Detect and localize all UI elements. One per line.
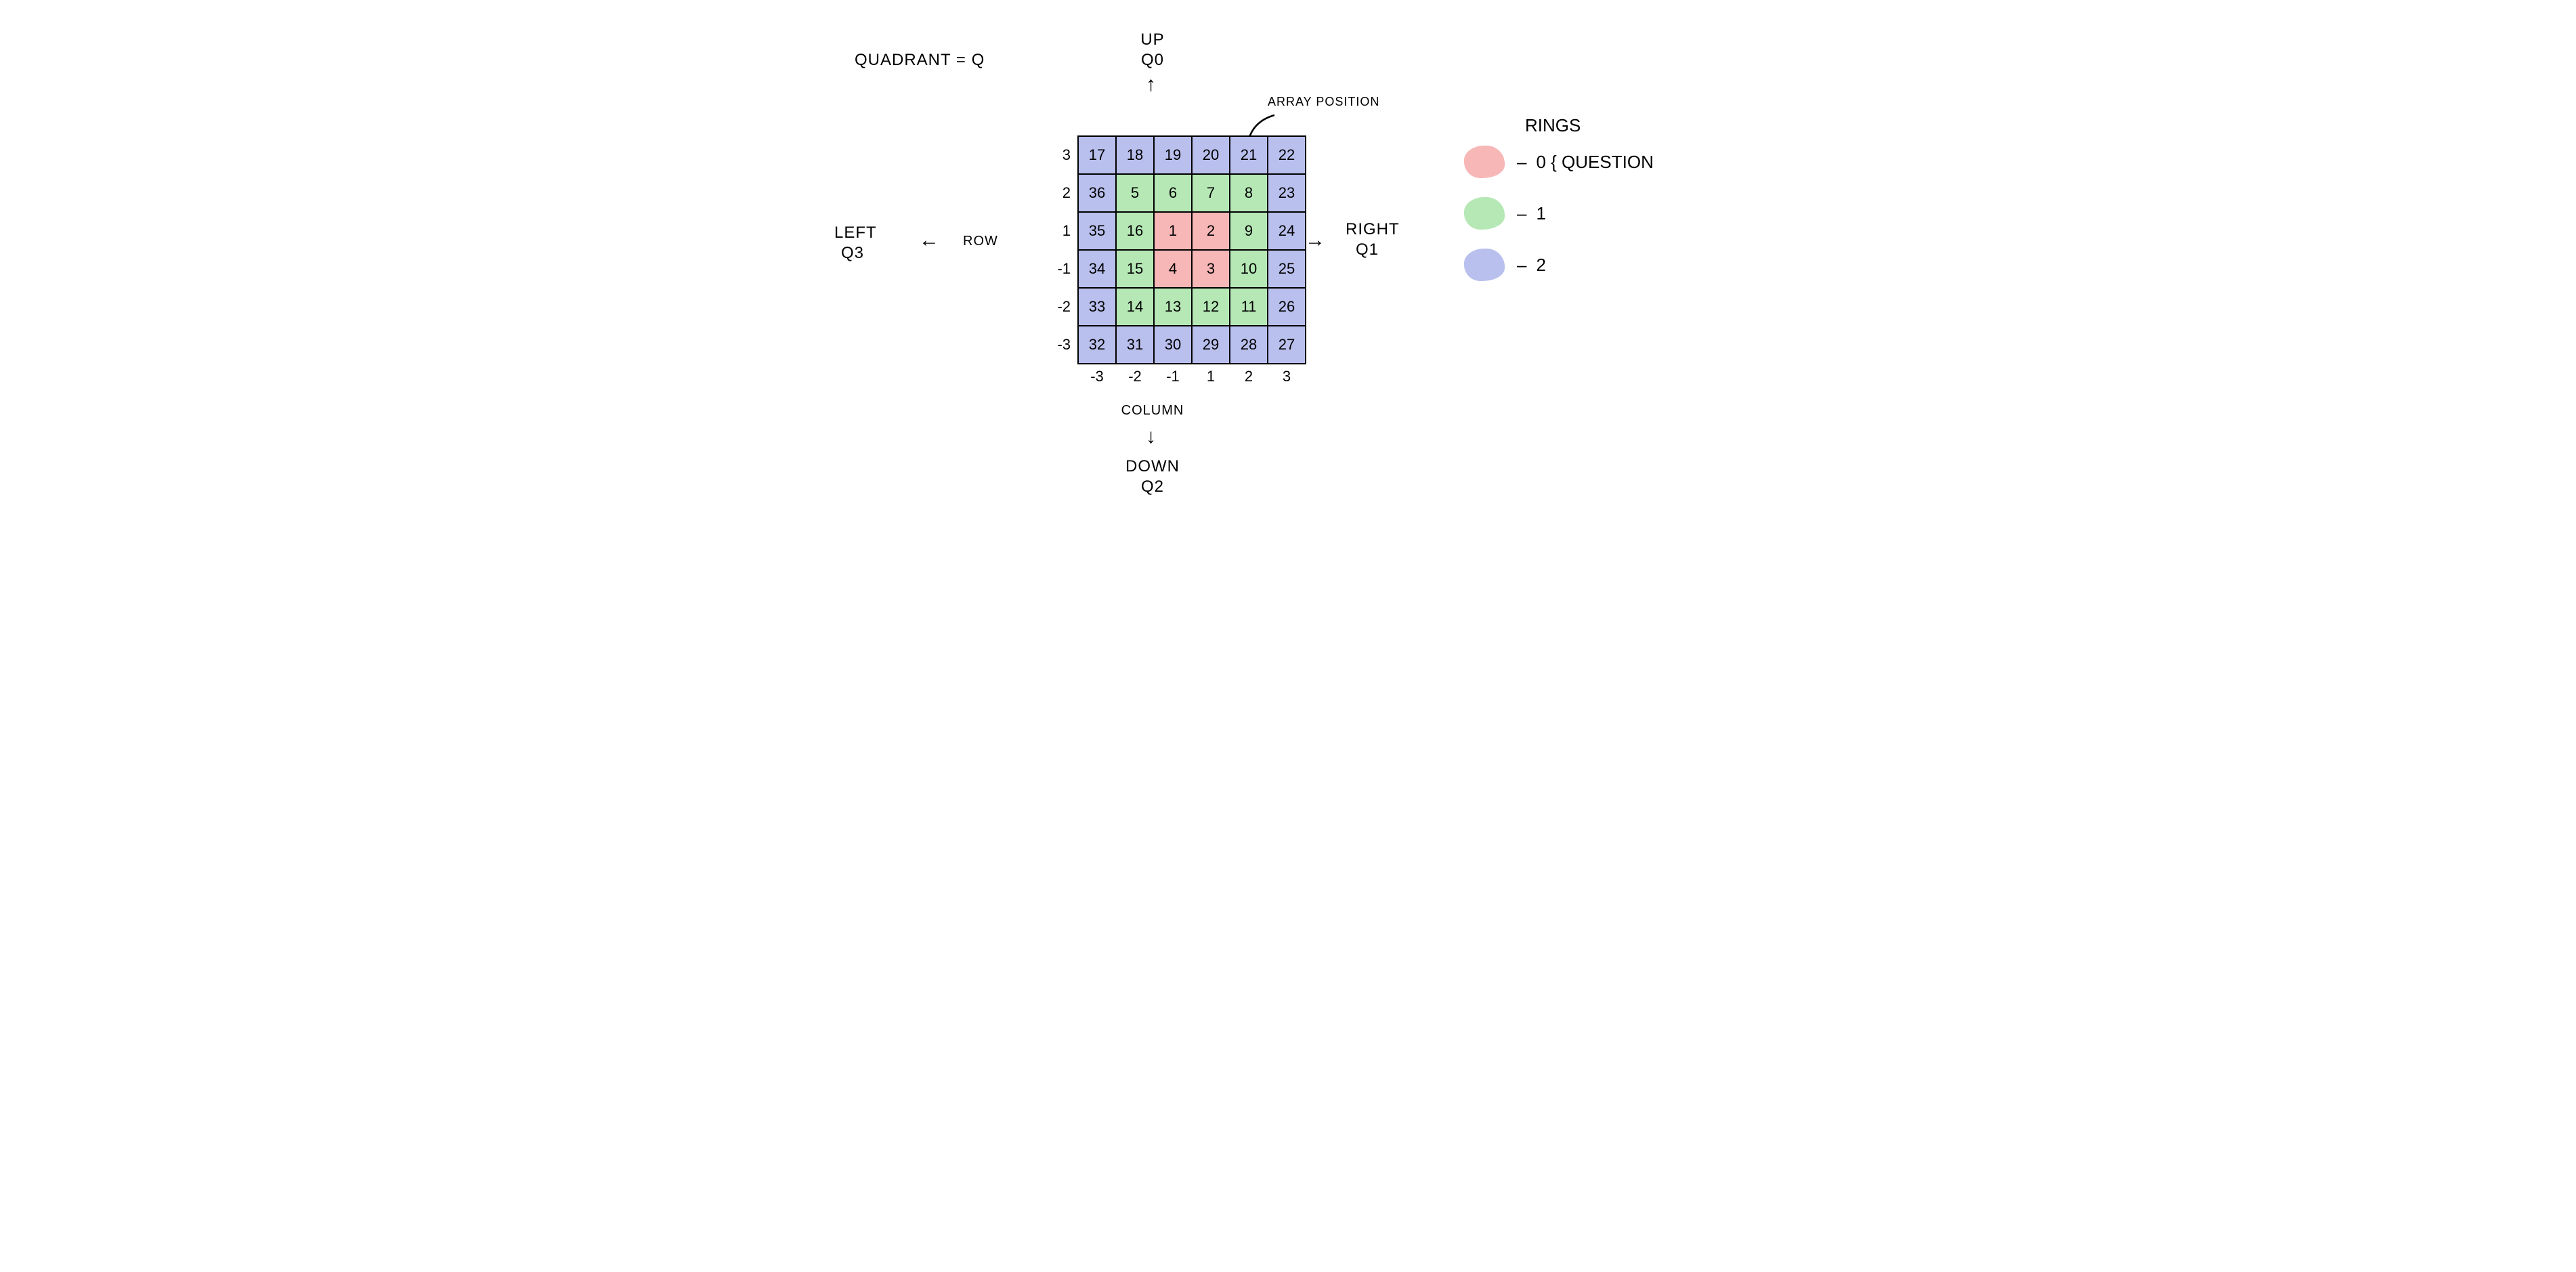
legend-dash: – (1517, 152, 1526, 173)
grid-cell: 28 (1230, 326, 1268, 364)
grid-cell: 35 (1078, 212, 1116, 250)
grid-cell: 20 (1192, 136, 1230, 174)
up-label: UP (1125, 30, 1180, 49)
grid-cell: 2 (1192, 212, 1230, 250)
grid-cell: 21 (1230, 136, 1268, 174)
legend-row: –1 (1464, 197, 1654, 230)
grid-cell: 15 (1116, 250, 1154, 288)
grid-cell: 10 (1230, 250, 1268, 288)
grid-cell: 36 (1078, 174, 1116, 212)
grid-cell: 23 (1268, 174, 1306, 212)
row-label: 2 (1037, 174, 1078, 212)
grid-cell: 16 (1116, 212, 1154, 250)
quadrant-equals-label: QUADRANT = Q (855, 51, 985, 70)
col-label: 1 (1192, 364, 1230, 389)
col-label: -2 (1116, 364, 1154, 389)
grid-cell: 5 (1116, 174, 1154, 212)
grid-cell: 32 (1078, 326, 1116, 364)
array-position-label: ARRAY POSITION (1268, 95, 1379, 109)
row-label: 3 (1037, 136, 1078, 174)
q1-label: Q1 (1356, 240, 1379, 259)
col-label: 2 (1230, 364, 1268, 389)
grid-cell: 9 (1230, 212, 1268, 250)
spiral-grid: 31718192021222365678231351612924-1341543… (1037, 135, 1306, 389)
q3-label: Q3 (841, 244, 864, 263)
legend-swatch-icon (1464, 146, 1505, 178)
grid-cell: 31 (1116, 326, 1154, 364)
legend-dash: – (1517, 203, 1526, 224)
grid-cell: 33 (1078, 288, 1116, 326)
arrow-down-icon: ↓ (1146, 427, 1156, 447)
grid-cell: 34 (1078, 250, 1116, 288)
grid-cell: 17 (1078, 136, 1116, 174)
grid-cell: 12 (1192, 288, 1230, 326)
grid-cell: 25 (1268, 250, 1306, 288)
legend-row: –0 { QUESTION (1464, 146, 1654, 178)
q2-label: Q2 (1119, 478, 1186, 496)
col-label: 3 (1268, 364, 1306, 389)
arrow-right-icon: → (1305, 230, 1325, 251)
left-label: LEFT (834, 224, 877, 242)
legend-text: 1 (1536, 203, 1545, 224)
row-label: -2 (1037, 288, 1078, 326)
grid-cell: 13 (1154, 288, 1192, 326)
arrow-left-icon: ← (919, 230, 939, 251)
grid-cell: 22 (1268, 136, 1306, 174)
grid-cell: 6 (1154, 174, 1192, 212)
grid-cell: 4 (1154, 250, 1192, 288)
legend-row: –2 (1464, 249, 1654, 281)
right-label: RIGHT (1346, 220, 1400, 239)
legend-swatch-icon (1464, 197, 1505, 230)
rings-legend: RINGS –0 { QUESTION–1–2 (1464, 115, 1654, 300)
diagram-canvas: QUADRANT = Q UP Q0 ↑ ARRAY POSITION LEFT… (780, 27, 1796, 542)
grid-cell: 30 (1154, 326, 1192, 364)
legend-text: 0 { QUESTION (1536, 152, 1653, 173)
grid-cell: 14 (1116, 288, 1154, 326)
grid-cell: 24 (1268, 212, 1306, 250)
grid-cell: 29 (1192, 326, 1230, 364)
grid-cell: 8 (1230, 174, 1268, 212)
grid-cell: 27 (1268, 326, 1306, 364)
grid-cell: 1 (1154, 212, 1192, 250)
grid-cell: 26 (1268, 288, 1306, 326)
grid-cell: 3 (1192, 250, 1230, 288)
legend-swatch-icon (1464, 249, 1505, 281)
column-axis-label: COLUMN (1098, 403, 1207, 419)
row-label: 1 (1037, 212, 1078, 250)
col-label: -3 (1078, 364, 1116, 389)
q0-label: Q0 (1125, 51, 1180, 70)
arrow-up-icon: ↑ (1146, 75, 1156, 95)
row-label: -3 (1037, 326, 1078, 364)
legend-dash: – (1517, 255, 1526, 276)
row-label: -1 (1037, 250, 1078, 288)
grid-cell: 11 (1230, 288, 1268, 326)
legend-title: RINGS (1525, 115, 1654, 136)
grid-cell: 19 (1154, 136, 1192, 174)
down-label: DOWN (1119, 457, 1186, 476)
col-label: -1 (1154, 364, 1192, 389)
grid-cell: 7 (1192, 174, 1230, 212)
legend-text: 2 (1536, 255, 1545, 276)
row-axis-label: ROW (963, 234, 998, 249)
grid-cell: 18 (1116, 136, 1154, 174)
